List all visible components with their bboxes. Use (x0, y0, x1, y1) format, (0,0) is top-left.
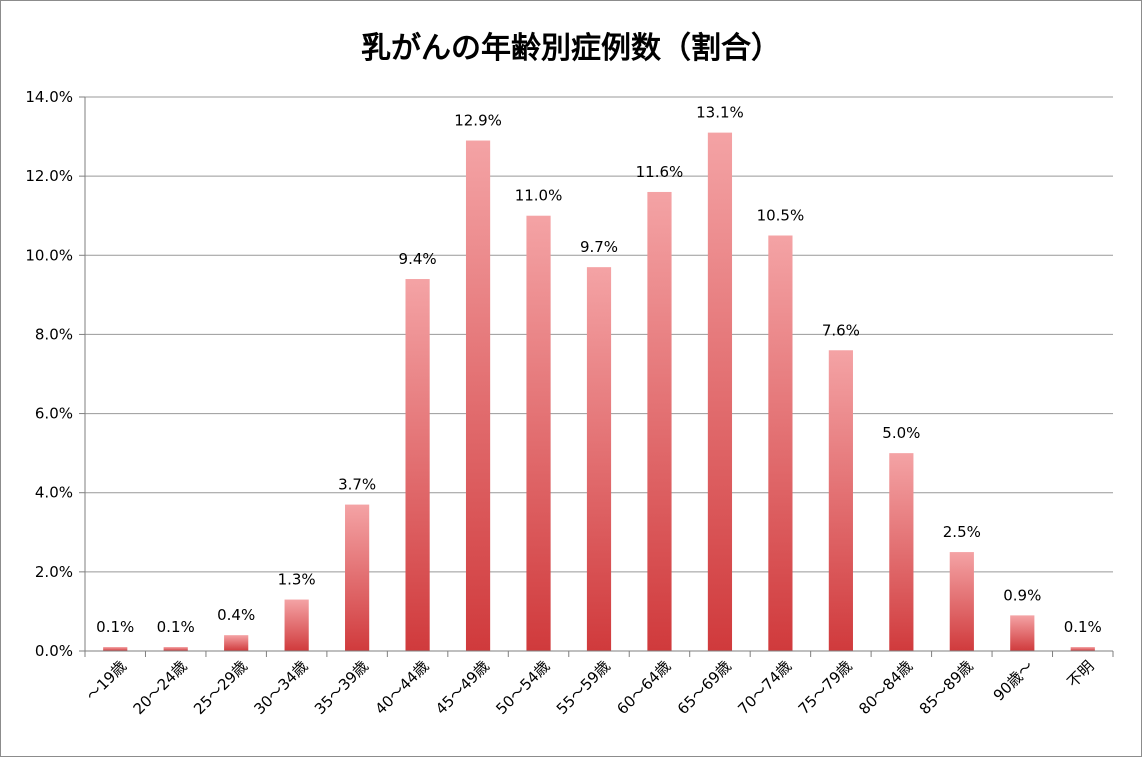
data-label: 11.0% (515, 187, 563, 205)
data-label: 0.1% (1064, 618, 1102, 636)
bar (465, 140, 491, 651)
data-label: 0.1% (96, 618, 134, 636)
data-label: 7.6% (822, 321, 860, 339)
bar (284, 599, 309, 651)
y-tick-label: 10.0% (25, 246, 73, 264)
bar (405, 279, 430, 651)
data-label: 1.3% (278, 571, 316, 589)
x-tick-label: 45〜49歳 (432, 657, 493, 718)
y-tick-label: 6.0% (35, 405, 73, 423)
bar (828, 350, 853, 651)
x-tick-label: 〜19歳 (83, 657, 130, 704)
bar (526, 215, 551, 651)
x-tick-label: 25〜29歳 (190, 657, 251, 718)
x-tick-label: 35〜39歳 (311, 657, 372, 718)
x-tick-label: 60〜64歳 (613, 657, 674, 718)
data-label: 10.5% (757, 207, 805, 225)
x-tick-label: 20〜24歳 (130, 657, 191, 718)
x-tick-label: 70〜74歳 (734, 657, 795, 718)
bar (949, 552, 974, 651)
data-label: 0.1% (157, 618, 195, 636)
data-label: 0.9% (1003, 586, 1041, 604)
x-tick-label: 90歳〜 (990, 657, 1037, 704)
x-tick-label: 65〜69歳 (674, 657, 735, 718)
data-label: 12.9% (454, 112, 502, 130)
data-label: 5.0% (882, 424, 920, 442)
data-label: 0.4% (217, 606, 255, 624)
bar (889, 453, 914, 651)
x-tick-label: 50〜54歳 (492, 657, 553, 718)
bar (586, 267, 612, 651)
bar (707, 132, 733, 652)
data-label: 9.7% (580, 238, 618, 256)
x-tick-label: 85〜89歳 (916, 657, 977, 718)
x-tick-label: 30〜34歳 (251, 657, 312, 718)
y-tick-label: 12.0% (25, 167, 73, 185)
bar (647, 191, 672, 651)
y-tick-label: 4.0% (35, 484, 73, 502)
chart-title: 乳がんの年齢別症例数（割合） (361, 31, 781, 66)
bars (103, 132, 1095, 652)
bar (163, 647, 188, 651)
data-label: 13.1% (696, 104, 744, 122)
bar (103, 647, 128, 651)
x-tick-label: 40〜44歳 (371, 657, 432, 718)
y-tick-label: 8.0% (35, 325, 73, 343)
x-tick-label: 不明 (1064, 657, 1098, 691)
bar (1010, 615, 1035, 651)
bar (345, 504, 370, 651)
x-tick-label: 80〜84歳 (855, 657, 916, 718)
bar (1070, 647, 1095, 651)
data-label: 11.6% (636, 163, 684, 181)
data-label: 9.4% (399, 250, 437, 268)
bar (224, 635, 249, 651)
data-label: 2.5% (943, 523, 981, 541)
data-labels: 0.1% 0.1% 0.4% 1.3% 3.7% 9.4% 12.9% 11.0% 9.7% 11… (96, 104, 1102, 636)
x-tick-label: 55〜59歳 (553, 657, 614, 718)
y-tick-label: 14.0% (25, 88, 73, 106)
bar (768, 235, 793, 651)
y-tick-label: 2.0% (35, 563, 73, 581)
data-label: 3.7% (338, 476, 376, 494)
x-tick-label: 75〜79歳 (795, 657, 856, 718)
y-tick-label: 0.0% (35, 642, 73, 660)
